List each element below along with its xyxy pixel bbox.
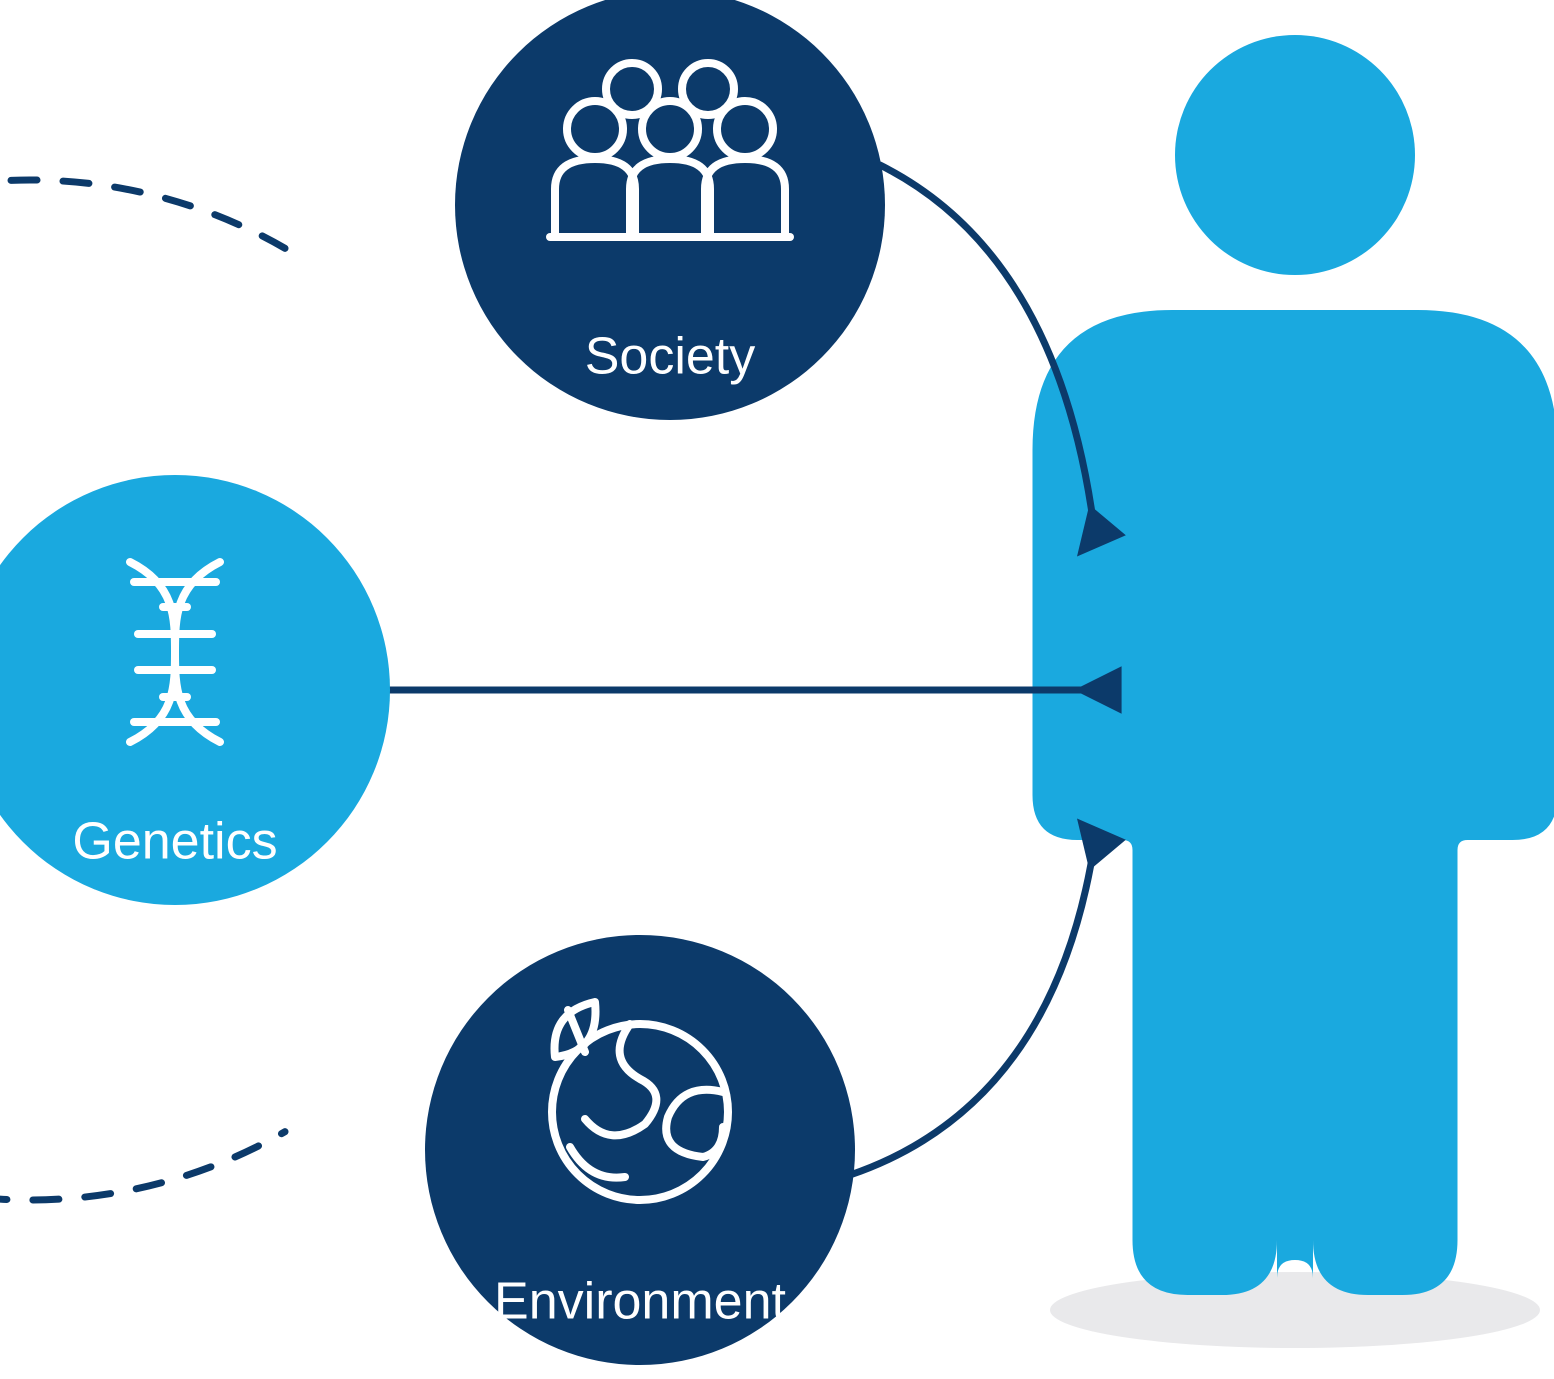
arrow-environment bbox=[850, 819, 1126, 1175]
person-shadow bbox=[1050, 1272, 1540, 1348]
node-genetics: Genetics bbox=[0, 475, 390, 905]
node-genetics-label: Genetics bbox=[72, 813, 277, 871]
node-environment-label: Environment bbox=[494, 1273, 786, 1331]
node-environment: Environment bbox=[425, 935, 855, 1365]
node-society-label: Society bbox=[585, 328, 756, 386]
person-icon bbox=[1033, 35, 1554, 1295]
node-society: Society bbox=[455, 0, 885, 420]
arrow-genetics bbox=[390, 666, 1122, 714]
